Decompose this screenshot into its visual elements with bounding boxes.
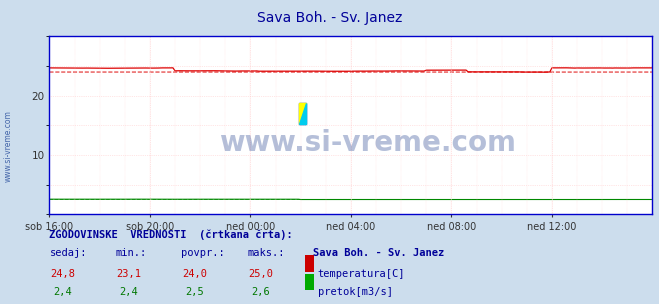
Text: www.si-vreme.com: www.si-vreme.com — [219, 129, 516, 157]
Bar — [299, 103, 306, 124]
Text: 2,5: 2,5 — [185, 287, 204, 297]
Text: temperatura[C]: temperatura[C] — [318, 269, 405, 279]
Text: 24,0: 24,0 — [182, 269, 207, 279]
Text: Sava Boh. - Sv. Janez: Sava Boh. - Sv. Janez — [313, 248, 444, 258]
Text: min.:: min.: — [115, 248, 146, 258]
Text: pretok[m3/s]: pretok[m3/s] — [318, 287, 393, 297]
Polygon shape — [299, 103, 306, 124]
Text: maks.:: maks.: — [247, 248, 285, 258]
Text: 25,0: 25,0 — [248, 269, 273, 279]
Text: 24,8: 24,8 — [50, 269, 75, 279]
Text: sedaj:: sedaj: — [49, 248, 87, 258]
Text: ZGODOVINSKE  VREDNOSTI  (črtkana črta):: ZGODOVINSKE VREDNOSTI (črtkana črta): — [49, 230, 293, 240]
Text: 2,4: 2,4 — [53, 287, 72, 297]
Text: www.si-vreme.com: www.si-vreme.com — [3, 110, 13, 182]
Text: povpr.:: povpr.: — [181, 248, 225, 258]
Text: Sava Boh. - Sv. Janez: Sava Boh. - Sv. Janez — [257, 11, 402, 25]
Polygon shape — [299, 103, 306, 124]
Text: 2,6: 2,6 — [251, 287, 270, 297]
Text: 23,1: 23,1 — [116, 269, 141, 279]
Text: 2,4: 2,4 — [119, 287, 138, 297]
